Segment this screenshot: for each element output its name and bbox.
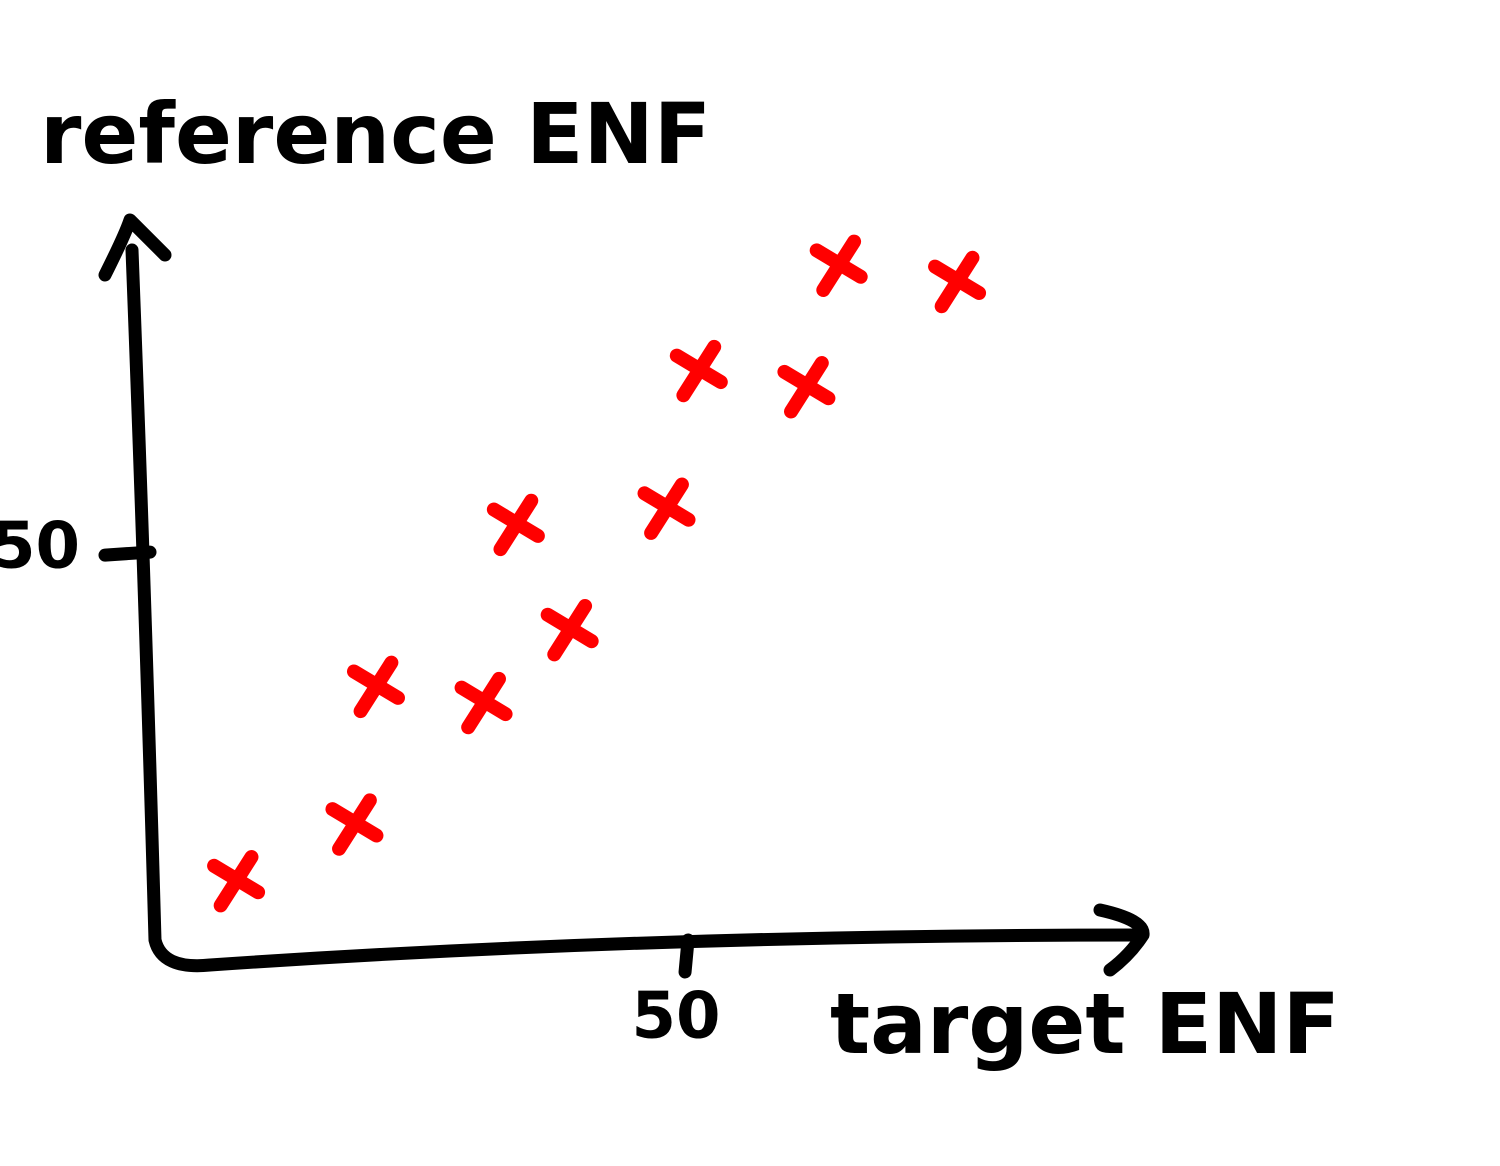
y-axis-title: reference ENF: [40, 85, 711, 183]
y-axis-arrow: [98, 213, 172, 282]
y-axis: [125, 243, 1147, 973]
y-tick: [98, 545, 157, 562]
point: [454, 671, 513, 735]
point: [486, 493, 545, 557]
point: [777, 356, 836, 419]
point: [540, 598, 599, 662]
point: [346, 655, 405, 719]
y-tick-label: 50: [0, 510, 80, 584]
point: [637, 477, 696, 540]
point: [325, 793, 384, 856]
x-axis-title: target ENF: [830, 975, 1340, 1073]
x-tick: [678, 933, 695, 979]
point: [669, 339, 728, 403]
point: [809, 234, 868, 297]
point: [928, 250, 987, 314]
x-tick-label: 50: [632, 980, 721, 1054]
point: [207, 850, 266, 913]
x-axis-arrow: [1093, 903, 1150, 977]
